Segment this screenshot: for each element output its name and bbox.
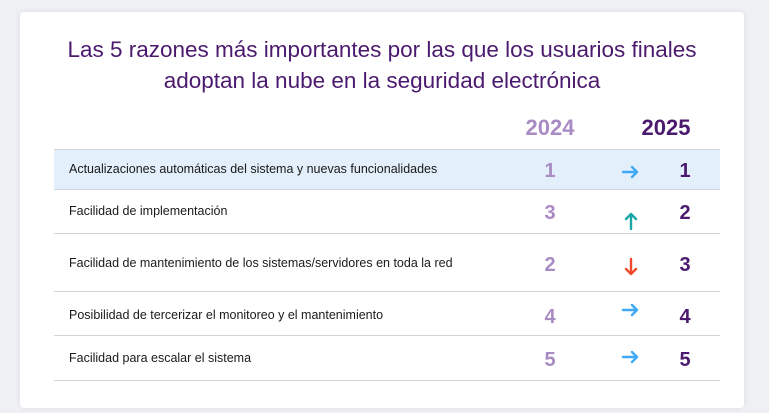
rank-2024: 4 xyxy=(544,306,556,328)
row-label: Facilidad de mantenimiento de los sistem… xyxy=(69,256,453,270)
table-row: Facilidad para escalar el sistema 5 5 xyxy=(54,335,720,381)
rank-2025: 2 xyxy=(679,202,691,224)
table-row: Actualizaciones automáticas del sistema … xyxy=(54,149,720,189)
page-title: Las 5 razones más importantes por las qu… xyxy=(20,34,744,96)
down-arrow-icon xyxy=(620,256,642,278)
table-row: Posibilidad de tercerizar el monitoreo y… xyxy=(54,291,720,335)
row-label: Facilidad de implementación xyxy=(69,204,228,218)
rank-2024: 2 xyxy=(544,254,556,276)
ranking-table: Actualizaciones automáticas del sistema … xyxy=(54,149,720,381)
rank-2025: 3 xyxy=(679,254,691,276)
rank-2025: 1 xyxy=(679,160,691,182)
row-label: Facilidad para escalar el sistema xyxy=(69,351,252,365)
rank-2024: 1 xyxy=(544,160,556,182)
title-line-2: adoptan la nube en la seguridad electrón… xyxy=(163,68,601,93)
ranking-card: Las 5 razones más importantes por las qu… xyxy=(20,12,744,408)
right-arrow-icon xyxy=(620,346,642,368)
row-label: Posibilidad de tercerizar el monitoreo y… xyxy=(69,308,384,322)
table-row: Facilidad de mantenimiento de los sistem… xyxy=(54,233,720,291)
rank-2024: 3 xyxy=(544,202,556,224)
rank-2024: 5 xyxy=(544,349,556,371)
right-arrow-icon xyxy=(620,299,642,321)
right-arrow-icon xyxy=(620,161,642,183)
rank-2025: 4 xyxy=(679,306,691,328)
column-header-2025: 2025 xyxy=(641,115,691,140)
rank-2025: 5 xyxy=(679,349,691,371)
up-arrow-icon xyxy=(620,210,642,232)
column-header-2024: 2024 xyxy=(525,115,575,140)
row-label: Actualizaciones automáticas del sistema … xyxy=(69,162,438,176)
title-line-1: Las 5 razones más importantes por las qu… xyxy=(67,37,697,62)
table-row: Facilidad de implementación 3 2 xyxy=(54,189,720,233)
